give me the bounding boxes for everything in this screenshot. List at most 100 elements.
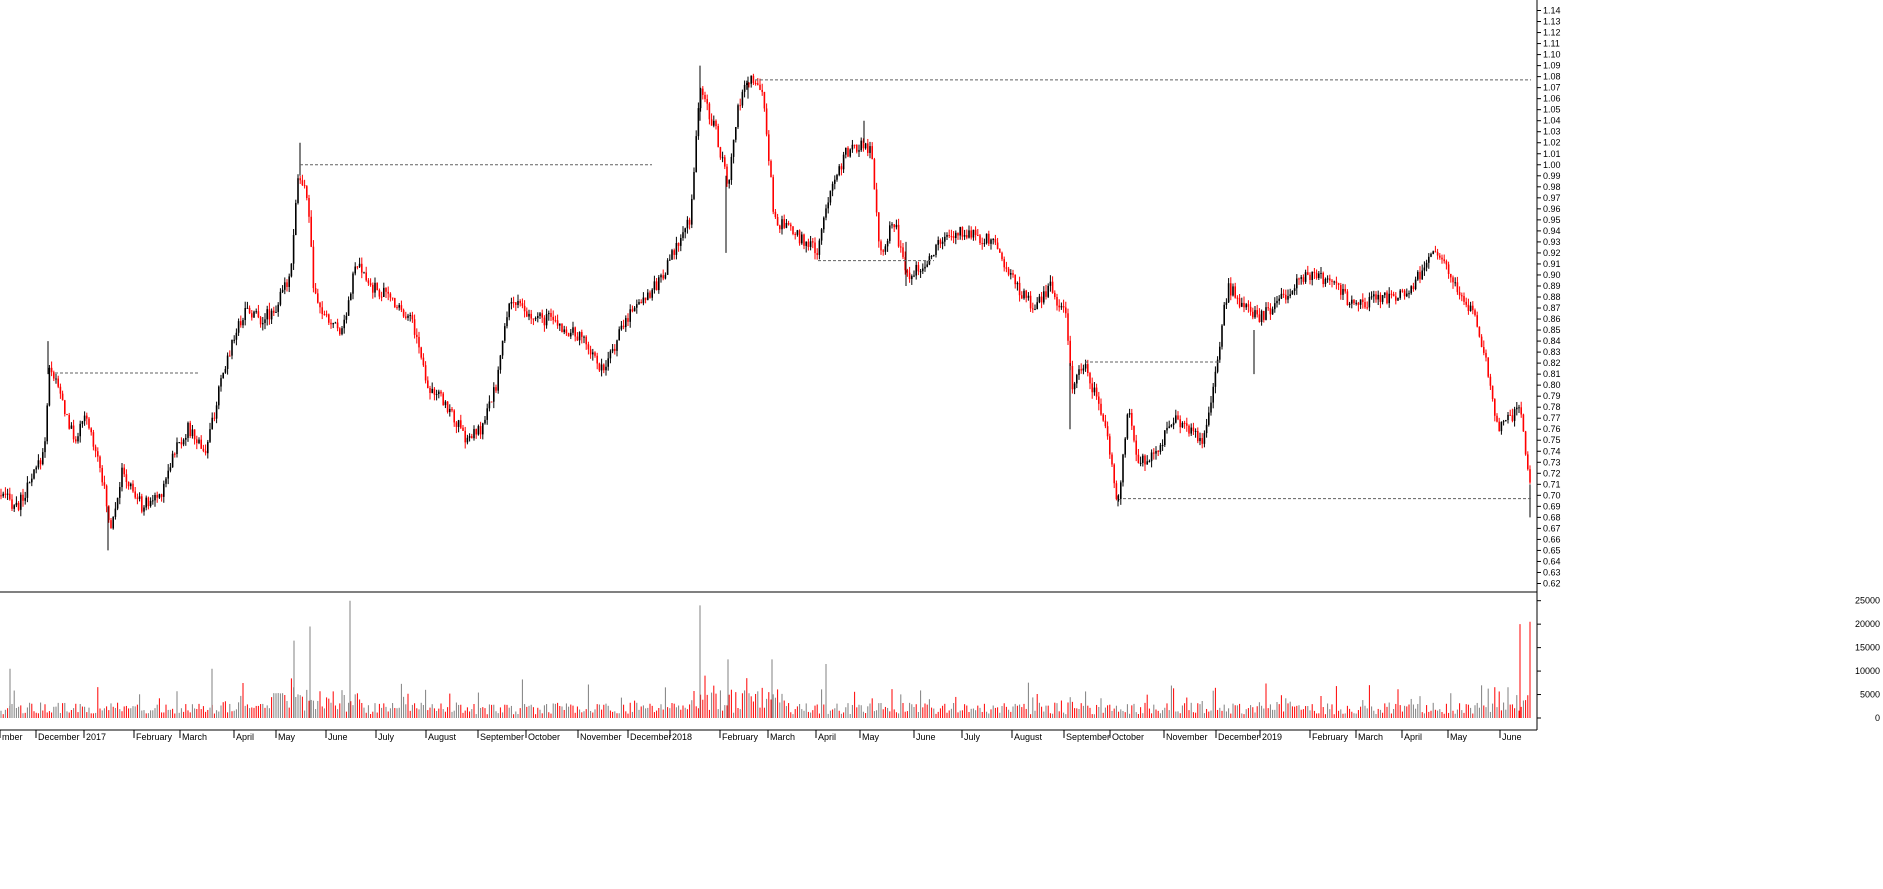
candle-body [1467, 304, 1470, 312]
candle-body [803, 234, 805, 246]
candle-body [1082, 368, 1085, 371]
candle-body [209, 429, 211, 442]
candle-body [1225, 302, 1228, 305]
candle-body [6, 493, 9, 495]
candle-body [662, 275, 664, 279]
candle-body [873, 159, 876, 190]
candle-body [754, 83, 757, 85]
candle-body [213, 417, 216, 419]
candle-body [1018, 282, 1021, 296]
price-tick-label: 0.67 [1543, 523, 1561, 533]
candle-body [433, 388, 436, 395]
volume-tick-label: 5000 [1860, 690, 1880, 700]
candle-body [422, 357, 425, 366]
month-label: November [580, 732, 622, 742]
candle-body [614, 348, 616, 351]
candle-body [642, 297, 645, 304]
candle-body [576, 336, 579, 341]
candle-body [1164, 430, 1166, 445]
candle-body [369, 283, 372, 285]
candle-body [378, 290, 381, 297]
candle-body [1249, 306, 1252, 312]
month-label: February [136, 732, 173, 742]
candle-body [1340, 284, 1342, 295]
candle-body [1423, 267, 1426, 271]
candle-body [955, 232, 957, 239]
price-tick-label: 1.00 [1543, 160, 1561, 170]
candle-body [906, 270, 909, 273]
candle-body [706, 99, 708, 104]
candle-body [279, 291, 282, 305]
candle-body [1476, 315, 1478, 327]
candle-body [1047, 285, 1049, 297]
candle-body [523, 305, 526, 312]
candle-body [572, 327, 574, 333]
candle-body [321, 307, 323, 315]
candle-body [840, 166, 843, 170]
candle-body [600, 364, 603, 371]
candle-body [365, 272, 367, 281]
month-label: December [38, 732, 80, 742]
candle-body [849, 149, 851, 157]
candle-body [301, 180, 304, 186]
candle-body [1241, 302, 1243, 307]
candle-body [350, 293, 352, 301]
candle-body [1392, 293, 1395, 297]
candle-body [1133, 425, 1135, 441]
candle-body [1441, 257, 1443, 260]
candle-body [1408, 293, 1410, 295]
candle-body [44, 441, 46, 453]
candle-body [1067, 313, 1069, 341]
candle-body [814, 242, 816, 254]
candle-body [160, 494, 163, 497]
candle-body [477, 426, 480, 435]
candle-body [61, 393, 64, 401]
candle-body [457, 420, 460, 427]
candle-body [1419, 271, 1421, 280]
candle-body [290, 263, 293, 277]
month-label: March [770, 732, 795, 742]
candle-body [451, 408, 453, 411]
candle-body [693, 172, 695, 199]
candle-body [530, 313, 532, 319]
candle-body [959, 227, 961, 236]
candle-body [116, 497, 119, 509]
candle-body [156, 494, 158, 498]
candle-body [785, 222, 788, 228]
candle-body [266, 309, 268, 320]
candle-body [1155, 451, 1157, 454]
candle-body [440, 391, 442, 394]
candle-body [1111, 454, 1113, 465]
candle-body [1263, 311, 1265, 320]
candle-body [974, 229, 977, 236]
price-tick-label: 0.92 [1543, 248, 1561, 258]
candle-body [1280, 293, 1283, 299]
month-label: August [428, 732, 457, 742]
candle-body [1390, 293, 1393, 295]
candle-body [442, 393, 444, 406]
candle-body [968, 230, 970, 238]
candle-body [827, 202, 829, 209]
candle-body [970, 230, 972, 238]
month-label: October [1112, 732, 1144, 742]
candle-body [319, 302, 321, 308]
candle-body [853, 144, 856, 146]
candle-body [1456, 282, 1459, 293]
candle-body [926, 264, 928, 267]
candle-body [1362, 299, 1364, 303]
time-axis: mber December 2017 February March April May Jun… [0, 730, 1522, 742]
candle-body [1359, 299, 1362, 305]
candle-body [774, 211, 777, 218]
candle-body [1511, 415, 1514, 421]
candle-body [1271, 309, 1274, 315]
candle-body [380, 296, 383, 298]
candle-body [570, 332, 572, 337]
candle-body [471, 436, 473, 439]
candle-body [1291, 290, 1294, 295]
candle-body [1159, 445, 1162, 452]
candle-body [983, 243, 986, 245]
candle-body [611, 348, 614, 352]
candle-body [1093, 387, 1096, 393]
candle-body [262, 323, 264, 325]
candle-body [1043, 291, 1045, 303]
